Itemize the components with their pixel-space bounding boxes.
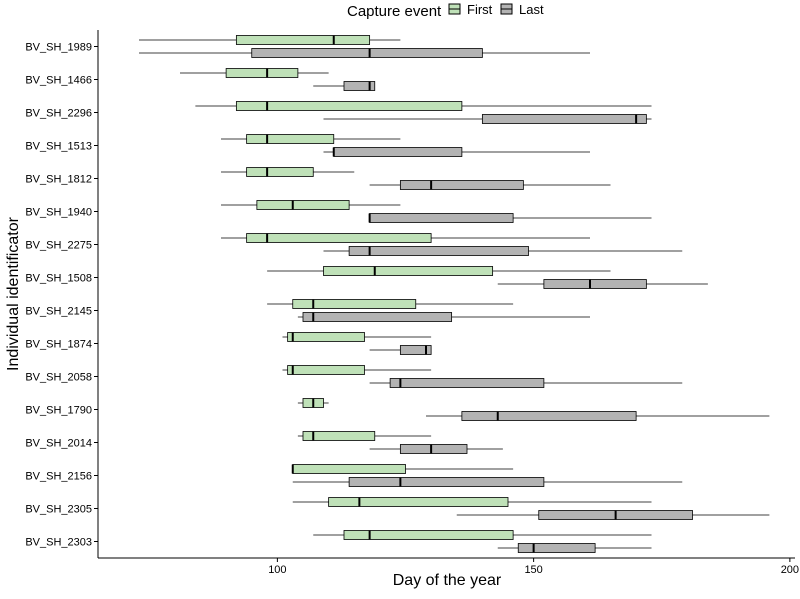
box-first-bv_sh_1989	[139, 35, 401, 45]
x-axis-title: Day of the year	[393, 572, 502, 589]
y-tick-label: BV_SH_2156	[25, 471, 92, 483]
box-first-bv_sh_2303	[313, 530, 652, 540]
box-first-bv_sh_1513	[221, 134, 401, 144]
box-last-bv_sh_2296	[323, 114, 652, 124]
box-last-bv_sh_2058	[369, 378, 683, 388]
box-iqr	[333, 147, 463, 157]
box-last-bv_sh_1508	[497, 279, 708, 289]
x-ticks: 100 150 200	[268, 558, 799, 576]
box-first-bv_sh_1940	[221, 200, 401, 210]
y-tick-label: BV_SH_1466	[25, 75, 92, 87]
axes	[97, 30, 795, 559]
box-iqr	[389, 378, 545, 388]
box-last-bv_sh_1812	[369, 180, 611, 190]
box-first-bv_sh_1790	[297, 398, 329, 408]
y-tick-label: BV_SH_1874	[25, 339, 92, 351]
box-first-bv_sh_2014	[297, 431, 432, 441]
box-iqr	[343, 530, 514, 540]
box-iqr	[348, 246, 529, 256]
box-last-bv_sh_1874	[369, 345, 432, 355]
boxes	[139, 35, 770, 553]
box-first-bv_sh_1508	[267, 266, 611, 276]
y-axis-title: Individual identificator	[5, 216, 22, 371]
box-iqr	[292, 299, 417, 309]
box-last-bv_sh_2275	[323, 246, 683, 256]
y-tick-label: BV_SH_2058	[25, 372, 92, 384]
box-iqr	[302, 312, 453, 322]
box-first-bv_sh_1466	[180, 68, 329, 78]
box-iqr	[287, 332, 365, 342]
box-iqr	[399, 345, 432, 355]
legend-title: Capture event	[347, 3, 442, 20]
box-first-bv_sh_2275	[221, 233, 590, 243]
box-last-bv_sh_1790	[426, 411, 770, 421]
box-iqr	[235, 101, 463, 111]
box-iqr	[235, 35, 371, 45]
box-last-bv_sh_2014	[369, 444, 503, 454]
box-last-bv_sh_1940	[368, 213, 652, 223]
box-last-bv_sh_2145	[297, 312, 590, 322]
y-tick-label: BV_SH_1940	[25, 207, 92, 219]
box-iqr	[517, 543, 596, 553]
box-iqr	[323, 266, 494, 276]
box-last-bv_sh_2303	[497, 543, 652, 553]
box-last-bv_sh_1513	[323, 147, 590, 157]
legend: Capture event First Last	[347, 2, 544, 20]
x-tick-label: 200	[781, 564, 799, 576]
box-iqr	[225, 68, 299, 78]
box-iqr	[399, 180, 524, 190]
box-iqr	[287, 365, 365, 375]
box-iqr	[543, 279, 647, 289]
box-iqr	[256, 200, 350, 210]
box-first-bv_sh_2305	[292, 497, 652, 507]
box-iqr	[302, 431, 376, 441]
box-iqr	[292, 464, 406, 474]
box-last-bv_sh_2305	[456, 510, 770, 520]
box-first-bv_sh_1812	[221, 167, 355, 177]
box-iqr	[246, 134, 335, 144]
box-first-bv_sh_2296	[195, 101, 652, 111]
box-iqr	[369, 213, 514, 223]
box-iqr	[481, 114, 647, 124]
x-tick-label: 150	[524, 564, 542, 576]
y-ticks: BV_SH_1989 BV_SH_1466 BV_SH_2296 BV_SH_1513…	[25, 42, 98, 549]
box-first-bv_sh_1874	[282, 332, 432, 342]
box-iqr	[251, 48, 483, 58]
y-tick-label: BV_SH_2303	[25, 537, 92, 549]
box-iqr	[399, 444, 468, 454]
y-tick-label: BV_SH_1790	[25, 405, 92, 417]
x-tick-label: 100	[268, 564, 286, 576]
y-tick-label: BV_SH_1508	[25, 273, 92, 285]
y-tick-label: BV_SH_2296	[25, 108, 92, 120]
legend-label-first: First	[467, 2, 493, 17]
y-tick-label: BV_SH_2305	[25, 504, 92, 516]
box-first-bv_sh_2058	[282, 365, 432, 375]
box-iqr	[343, 81, 376, 91]
y-tick-label: BV_SH_1513	[25, 141, 92, 153]
y-tick-label: BV_SH_2275	[25, 240, 92, 252]
box-first-bv_sh_2145	[267, 299, 514, 309]
box-last-bv_sh_2156	[292, 477, 683, 487]
y-tick-label: BV_SH_1812	[25, 174, 92, 186]
box-last-bv_sh_1466	[313, 81, 376, 91]
legend-label-last: Last	[519, 2, 544, 17]
box-iqr	[246, 233, 432, 243]
box-first-bv_sh_2156	[291, 464, 514, 474]
box-iqr	[348, 477, 545, 487]
box-last-bv_sh_1989	[139, 48, 590, 58]
box-iqr	[328, 497, 509, 507]
y-tick-label: BV_SH_2145	[25, 306, 92, 318]
y-tick-label: BV_SH_2014	[25, 438, 92, 450]
box-iqr	[246, 167, 314, 177]
y-tick-label: BV_SH_1989	[25, 42, 92, 54]
box-iqr	[461, 411, 637, 421]
